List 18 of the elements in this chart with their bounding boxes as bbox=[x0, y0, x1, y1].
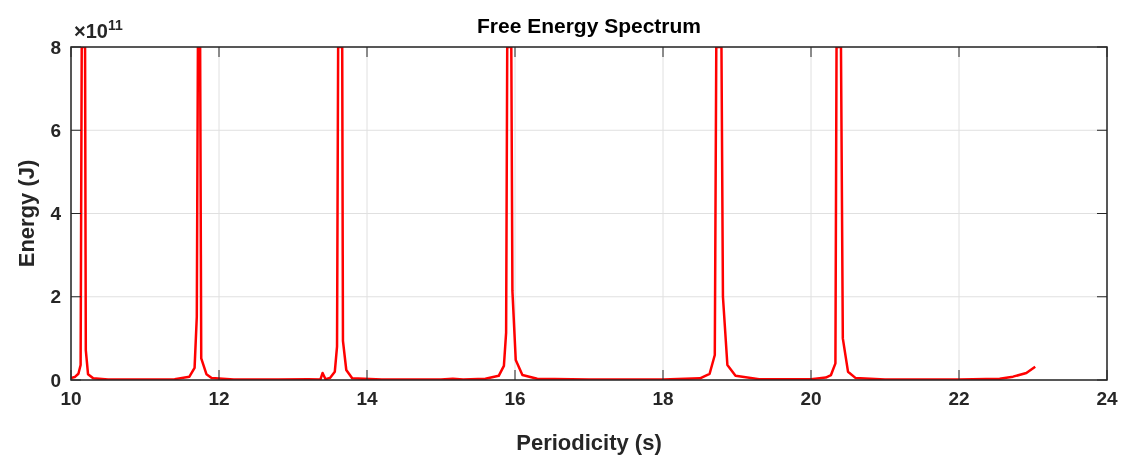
x-tick-label: 12 bbox=[208, 388, 230, 409]
y-tick-label: 6 bbox=[50, 119, 61, 141]
y-tick-label: 8 bbox=[50, 36, 61, 58]
y-tick-label: 4 bbox=[50, 203, 62, 225]
y-tick-label: 2 bbox=[50, 286, 61, 308]
y-tick-label: 0 bbox=[50, 369, 61, 391]
x-tick-label: 16 bbox=[504, 388, 526, 409]
x-tick-label: 14 bbox=[356, 388, 378, 409]
text: ×10$^{11}$ bbox=[74, 17, 123, 42]
y-axis-title: Energy (J) bbox=[14, 159, 39, 268]
x-tick-label: 24 bbox=[1096, 388, 1118, 409]
x-tick-label: 18 bbox=[652, 388, 674, 409]
chart-title: Free Energy Spectrum bbox=[476, 14, 702, 37]
line-series bbox=[71, 47, 1037, 380]
x-tick-label: 10 bbox=[60, 388, 82, 409]
x-axis-title: Periodicity (s) bbox=[516, 430, 662, 455]
x-tick-label: 22 bbox=[948, 388, 970, 409]
x-tick-label: 20 bbox=[800, 388, 822, 409]
